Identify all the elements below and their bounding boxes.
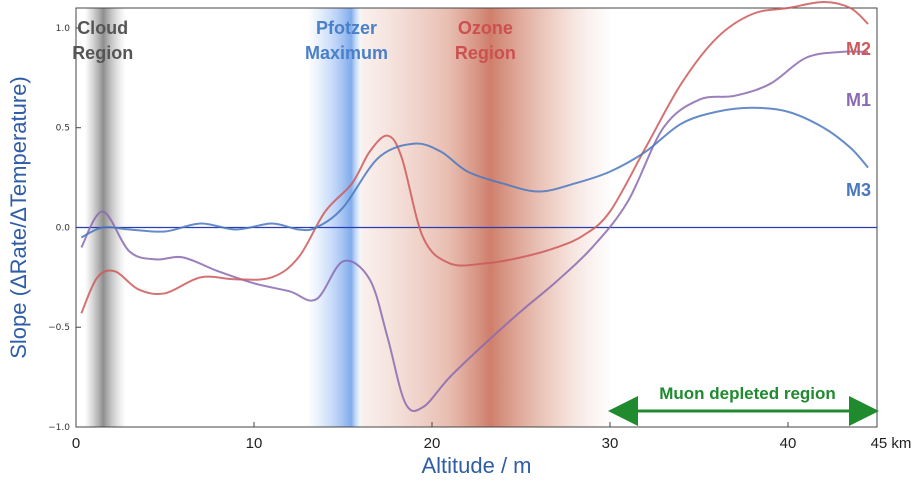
x-tick-label: 30 (602, 435, 619, 452)
region-label-cloud: Region (72, 43, 133, 63)
band-cloud (84, 8, 126, 427)
region-label-ozone: Region (455, 43, 516, 63)
band-ozone (360, 8, 610, 427)
series-line-m1 (80, 50, 869, 413)
y-tick-label: −0.5 (48, 323, 70, 333)
series-label-m3: M3 (846, 180, 871, 200)
series-line-m3 (80, 106, 869, 239)
series-line-m2 (80, 1, 869, 314)
plot-area (75, 7, 878, 428)
x-tick-label: 10 (246, 435, 263, 452)
y-axis-title: Slope (ΔRate/ΔTemperature) (6, 76, 31, 359)
y-tick-label: 0.5 (56, 124, 70, 134)
series-label-m1: M1 (846, 90, 871, 110)
x-axis-title: Altitude / m (421, 453, 531, 478)
region-label-pfotzer: Pfotzer (316, 18, 377, 38)
region-label-pfotzer: Maximum (305, 43, 388, 63)
y-tick-label: −1.0 (48, 423, 70, 433)
band-pfotzer (307, 8, 361, 427)
series-label-m2: M2 (846, 39, 871, 59)
x-tick-label: 20 (424, 435, 441, 452)
y-tick-label: 1.0 (56, 24, 71, 34)
x-tick-label: 40 (780, 435, 797, 452)
muon-depleted-label: Muon depleted region (659, 384, 836, 403)
region-label-ozone: Ozone (458, 18, 513, 38)
region-label-cloud: Cloud (77, 18, 128, 38)
x-tick-label: 45 km (871, 435, 912, 452)
x-tick-label: 0 (72, 435, 80, 452)
y-tick-label: 0.0 (56, 223, 71, 233)
